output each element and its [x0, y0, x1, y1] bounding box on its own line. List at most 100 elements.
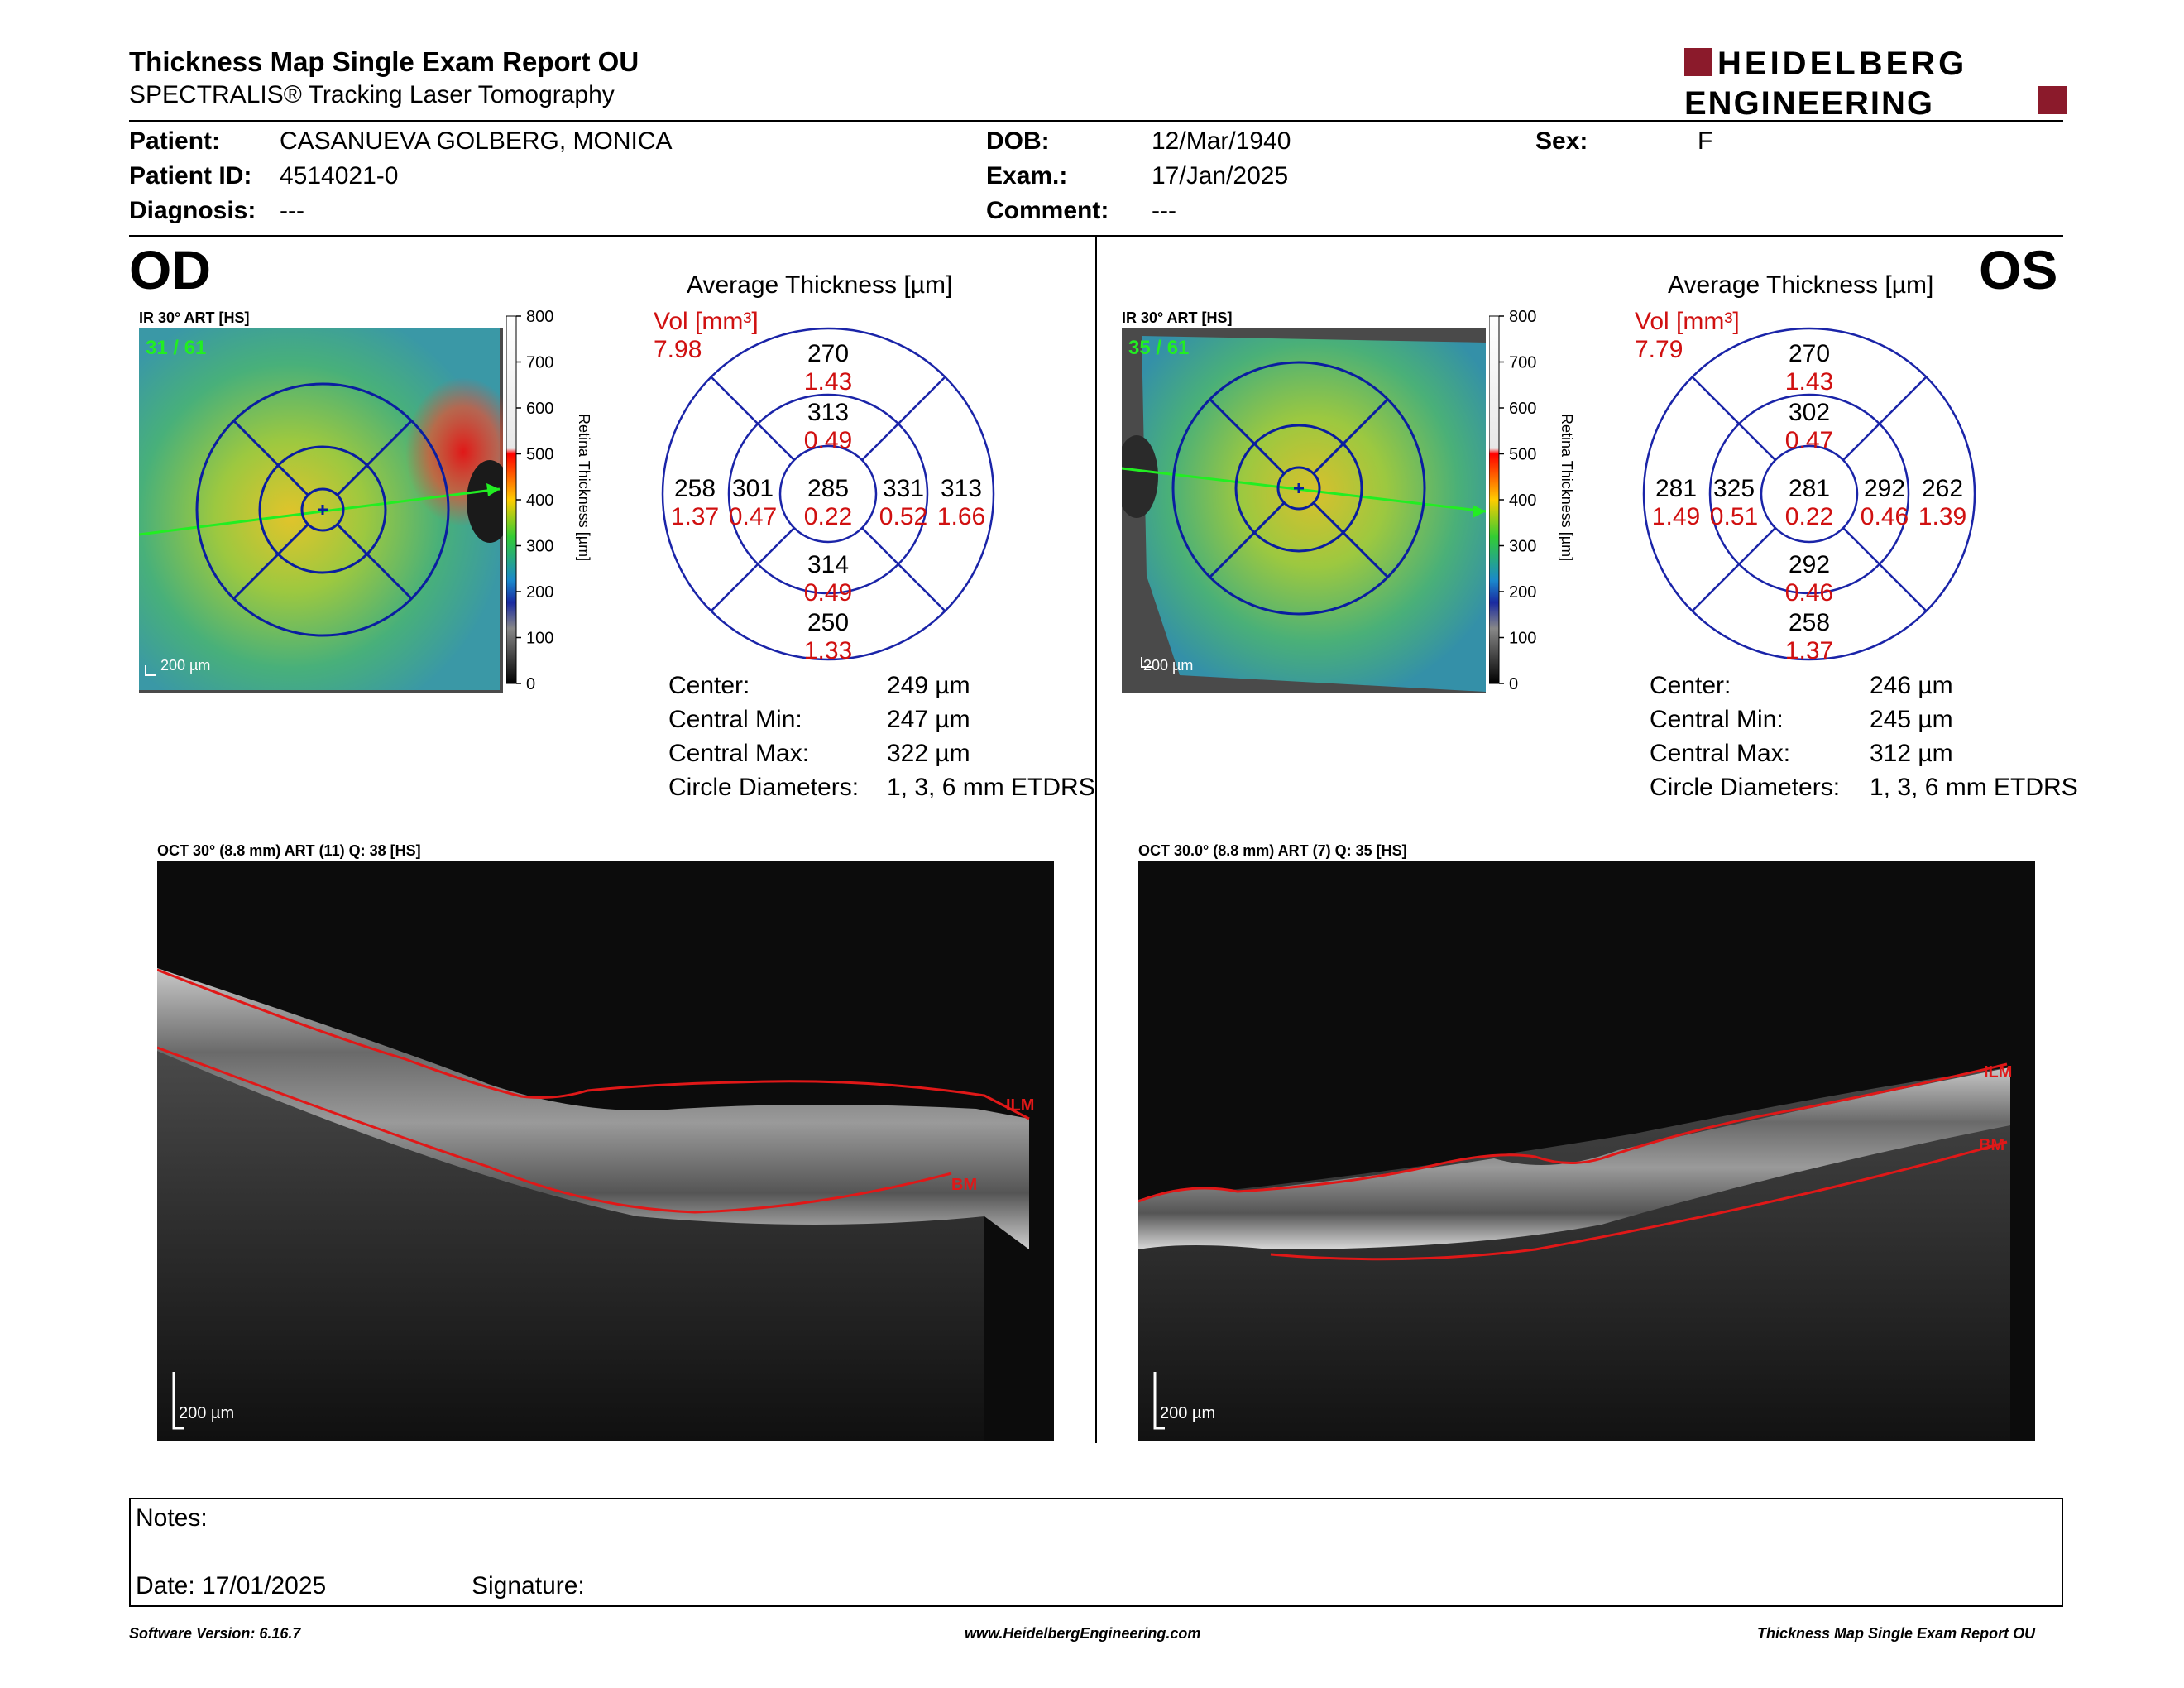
od-bm-label: BM [951, 1176, 977, 1194]
exam-value: 17/Jan/2025 [1152, 162, 1289, 189]
etdrs-volume-inner-sup: 0.47 [1785, 427, 1833, 454]
od-stats-labels: Center: Central Min: Central Max: Circle… [668, 669, 859, 804]
colorbar-tick-label: 200 [1509, 583, 1536, 602]
od-ilm-label: ILM [1006, 1096, 1034, 1115]
od-map-counter: 31 / 61 [146, 337, 206, 359]
etdrs-volume-inner-nas: 0.52 [879, 503, 927, 530]
etdrs-volume-outer-nas: 1.66 [937, 503, 985, 530]
heidelberg-logo: HEIDELBERG ENGINEERING [1684, 46, 2067, 117]
od-stat-value: 247 µm [887, 706, 970, 733]
etdrs-thickness-outer-inf: 250 [807, 609, 849, 636]
notes-box [129, 1498, 2063, 1607]
od-map-title: IR 30° ART [HS] [139, 309, 250, 326]
colorbar-tick-label: 800 [526, 308, 553, 326]
od-vol-value: 7.98 [654, 336, 702, 363]
os-map-scale: 200 µm [1143, 657, 1193, 674]
etdrs-thickness-outer-nas: 313 [941, 475, 982, 502]
etdrs-thickness-inner-sup: 313 [807, 399, 849, 426]
sex-label: Sex: [1535, 127, 1588, 155]
footer-website[interactable]: www.HeidelbergEngineering.com [965, 1625, 1201, 1642]
etdrs-thickness-outer-temp: 258 [674, 475, 716, 502]
etdrs-volume-outer-sup: 1.43 [804, 368, 852, 396]
logo-line1: HEIDELBERG [1717, 46, 1967, 82]
etdrs-volume-outer-inf: 1.37 [1785, 637, 1833, 664]
etdrs-volume-inner-inf: 0.46 [1785, 579, 1833, 607]
colorbar-tick-label: 400 [526, 492, 553, 510]
dob-value: 12/Mar/1940 [1152, 127, 1291, 155]
os-etdrs-grid: 2701.433020.472811.493250.512810.222920.… [1642, 327, 1976, 664]
etdrs-thickness-inner-nas: 292 [1864, 475, 1905, 502]
os-colorbar-label: Retina Thickness [µm] [1559, 414, 1575, 561]
signature-label: Signature: [472, 1572, 585, 1599]
patient-id-label: Patient ID: [129, 162, 252, 189]
patient-id: 4514021-0 [280, 162, 399, 189]
dob-label: DOB: [986, 127, 1050, 155]
comment-value: --- [1152, 197, 1176, 224]
os-bm-label: BM [1979, 1136, 2004, 1154]
etdrs-thickness-center: 285 [807, 475, 849, 502]
os-stats-labels: Center: Central Min: Central Max: Circle… [1650, 669, 1840, 804]
etdrs-volume-outer-temp: 1.37 [671, 503, 719, 530]
od-etdrs-grid: 2701.433130.492581.373010.472850.223310.… [661, 327, 995, 664]
diagnosis-label: Diagnosis: [129, 197, 256, 224]
os-oct-scale: 200 µm [1160, 1404, 1215, 1422]
etdrs-thickness-inner-temp: 325 [1713, 475, 1755, 502]
od-stat-value: 249 µm [887, 672, 970, 699]
od-vol-label: Vol [mm³] [654, 308, 759, 335]
comment-label: Comment: [986, 197, 1109, 224]
colorbar-tick-label: 200 [526, 583, 553, 602]
colorbar-tick-label: 600 [1509, 400, 1536, 418]
report-subtitle: SPECTRALIS® Tracking Laser Tomography [129, 81, 615, 108]
etdrs-volume-outer-sup: 1.43 [1785, 368, 1833, 396]
od-stat-label: Circle Diameters: [668, 774, 860, 801]
colorbar-tick-label: 100 [526, 630, 553, 648]
etdrs-thickness-outer-sup: 270 [807, 340, 849, 367]
od-label: OD [129, 239, 211, 300]
patient-name: CASANUEVA GOLBERG, MONICA [280, 127, 673, 155]
etdrs-thickness-outer-temp: 281 [1655, 475, 1697, 502]
colorbar-tick-label: 0 [1509, 675, 1518, 693]
etdrs-volume-inner-nas: 0.46 [1861, 503, 1909, 530]
od-colorbar: 800 700 600 500 400 300 200 100 0 Retina Thickne… [506, 308, 592, 693]
etdrs-thickness-outer-nas: 262 [1922, 475, 1963, 502]
diagnosis-value: --- [280, 197, 304, 224]
footer-software-version: Software Version: 6.16.7 [129, 1625, 301, 1642]
eye-divider [1095, 237, 1097, 1443]
colorbar-tick-label: 400 [1509, 492, 1536, 510]
etdrs-volume-outer-inf: 1.33 [804, 637, 852, 664]
colorbar-tick-label: 300 [526, 538, 553, 556]
colorbar-tick-label: 700 [1509, 354, 1536, 372]
os-stat-value: 246 µm [1870, 672, 1953, 699]
colorbar-tick-label: 500 [526, 446, 553, 464]
etdrs-volume-center: 0.22 [804, 503, 852, 530]
os-stat-label: Central Min: [1650, 706, 1784, 733]
etdrs-thickness-outer-sup: 270 [1789, 340, 1830, 367]
os-label: OS [1979, 239, 2058, 300]
od-stat-label: Center: [668, 672, 750, 699]
od-colorbar-ticks: 800 700 600 500 400 300 200 100 0 [516, 308, 553, 693]
od-oct-title: OCT 30° (8.8 mm) ART (11) Q: 38 [HS] [157, 842, 421, 859]
exam-label: Exam.: [986, 162, 1068, 189]
colorbar-tick-label: 300 [1509, 538, 1536, 556]
os-colorbar: 800 700 600 500 400 300 200 100 0 Retina Thickne… [1489, 308, 1575, 693]
os-stat-label: Central Max: [1650, 740, 1791, 767]
etdrs-volume-outer-temp: 1.49 [1652, 503, 1700, 530]
sex-value: F [1698, 127, 1713, 155]
od-stat-label: Central Max: [668, 740, 810, 767]
etdrs-thickness-inner-nas: 331 [883, 475, 924, 502]
report-title: Thickness Map Single Exam Report OU [129, 46, 639, 77]
colorbar-tick-label: 500 [1509, 446, 1536, 464]
notes-label: Notes: [136, 1504, 208, 1532]
etdrs-thickness-inner-inf: 314 [807, 551, 849, 578]
od-map-scale: 200 µm [160, 657, 210, 674]
etdrs-thickness-center: 281 [1789, 475, 1830, 502]
od-stat-value: 1, 3, 6 mm ETDRS [887, 774, 1095, 801]
etdrs-volume-center: 0.22 [1785, 503, 1833, 530]
etdrs-thickness-inner-inf: 292 [1789, 551, 1830, 578]
etdrs-thickness-inner-sup: 302 [1789, 399, 1830, 426]
colorbar-tick-label: 0 [526, 675, 535, 693]
etdrs-thickness-outer-inf: 258 [1789, 609, 1830, 636]
od-colorbar-label: Retina Thickness [µm] [576, 414, 592, 561]
os-oct-scan: ILM BM 200 µm [1138, 861, 2035, 1441]
colorbar-tick-label: 100 [1509, 630, 1536, 648]
